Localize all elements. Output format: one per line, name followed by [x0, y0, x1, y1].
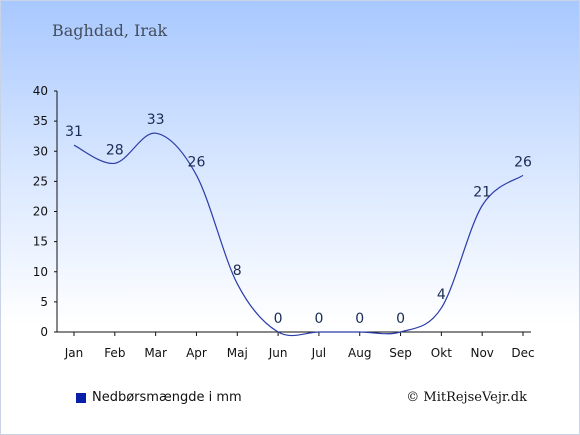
x-tick-label: Sep — [389, 346, 412, 360]
data-label: 8 — [233, 263, 242, 279]
y-tick-label: 35 — [33, 114, 48, 128]
legend-label: Nedbørsmængde i mm — [92, 390, 242, 405]
data-label: 0 — [314, 311, 323, 327]
x-tick-label: Apr — [186, 346, 207, 360]
x-tick-label: Okt — [431, 346, 452, 360]
series-line-precipitation — [73, 132, 524, 337]
data-label: 0 — [274, 311, 283, 327]
x-tick-label: Mar — [144, 346, 167, 360]
data-label: 33 — [147, 112, 165, 128]
data-label: 4 — [437, 287, 446, 303]
chart-title: Baghdad, Irak — [52, 21, 168, 40]
legend-swatch — [76, 392, 86, 403]
y-tick-label: 30 — [33, 144, 48, 158]
x-tick-label: Jul — [311, 346, 326, 360]
data-label: 26 — [514, 154, 532, 170]
axes — [54, 90, 531, 336]
copyright-text: © MitRejseVejr.dk — [406, 390, 527, 405]
y-tick-label: 25 — [33, 174, 48, 188]
x-tick-label: Dec — [511, 346, 534, 360]
x-tick-label: Maj — [227, 346, 248, 360]
x-tick-label: Aug — [348, 346, 371, 360]
legend: Nedbørsmængde i mm — [76, 390, 242, 405]
data-label: 0 — [396, 311, 405, 327]
y-tick-label: 0 — [40, 325, 48, 339]
y-tick-label: 15 — [33, 235, 48, 249]
y-tick-label: 40 — [33, 84, 48, 98]
data-label: 21 — [473, 184, 491, 200]
x-tick-label: Feb — [104, 346, 125, 360]
y-tick-label: 10 — [33, 265, 48, 279]
data-label: 28 — [106, 142, 124, 158]
x-tick-label: Jun — [268, 346, 288, 360]
y-tick-label: 20 — [33, 205, 48, 219]
data-label: 31 — [65, 124, 83, 140]
x-tick-label: Jan — [64, 346, 84, 360]
data-label: 0 — [355, 311, 364, 327]
data-label: 26 — [188, 154, 206, 170]
x-tick-label: Nov — [470, 346, 493, 360]
y-tick-label: 5 — [40, 295, 48, 309]
data-labels: 31 28 33 26 8 0 0 0 0 4 21 26 — [65, 112, 532, 327]
